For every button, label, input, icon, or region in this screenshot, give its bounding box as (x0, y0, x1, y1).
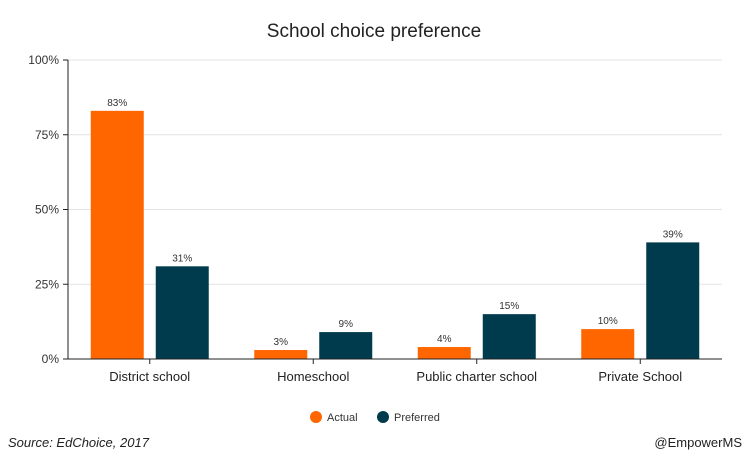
y-tick-label: 75% (35, 128, 59, 142)
data-label: 3% (274, 337, 289, 348)
chart-title: School choice preference (267, 21, 481, 42)
data-label: 31% (172, 253, 192, 264)
bar-actual (581, 329, 635, 359)
credit-handle: @EmpowerMS (654, 435, 742, 450)
bar-actual (254, 350, 308, 359)
bar-preferred (319, 332, 373, 359)
y-tick-label: 50% (35, 203, 59, 217)
bar-preferred (155, 266, 209, 359)
bar-preferred (646, 242, 700, 359)
legend-label: Actual (327, 412, 358, 424)
legend-label: Preferred (394, 412, 440, 424)
data-label: 4% (437, 334, 452, 345)
legend-swatch-actual (310, 411, 322, 423)
data-label: 15% (499, 301, 519, 312)
x-category-label: Public charter school (416, 369, 537, 384)
x-category-label: Homeschool (277, 369, 349, 384)
legend-swatch-preferred (377, 411, 389, 423)
data-label: 83% (107, 98, 127, 109)
gridlines (68, 59, 722, 285)
data-label: 39% (663, 229, 683, 240)
data-label: 10% (598, 316, 618, 327)
y-tick-label: 0% (42, 352, 60, 366)
y-tick-label: 25% (35, 277, 59, 291)
y-axis-ticks: 0% 25% 50% 75% 100% (28, 53, 68, 366)
x-category-label: District school (109, 369, 190, 384)
bars: 83% 31% 3% 9% 4% 15% 10% 39% (90, 98, 700, 359)
legend: Actual Preferred (310, 411, 440, 424)
x-axis-categories: District school Homeschool Public charter … (109, 359, 682, 384)
bar-actual (417, 347, 471, 359)
data-label: 9% (339, 319, 354, 330)
source-note: Source: EdChoice, 2017 (8, 435, 150, 450)
y-tick-label: 100% (28, 53, 59, 67)
x-category-label: Private School (598, 369, 682, 384)
bar-preferred (482, 314, 536, 359)
bar-actual (90, 110, 144, 359)
